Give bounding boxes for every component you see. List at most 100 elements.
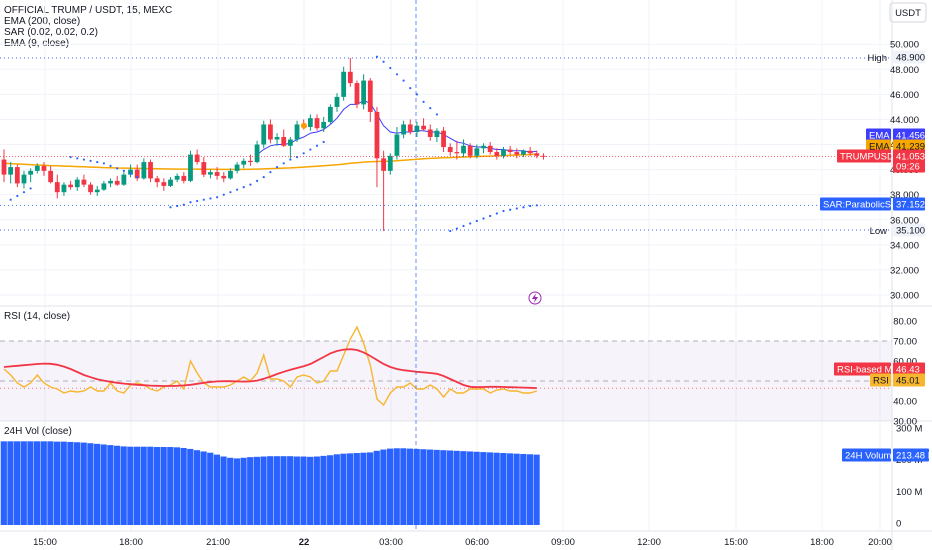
sar-dot[interactable]	[222, 193, 225, 196]
sar-dot[interactable]	[242, 186, 245, 189]
candle-body[interactable]	[501, 149, 506, 156]
volume-bar[interactable]	[493, 452, 500, 525]
sar-dot[interactable]	[469, 222, 472, 225]
sar-dot[interactable]	[69, 155, 72, 159]
candle-body[interactable]	[394, 134, 400, 156]
volume-bar[interactable]	[233, 458, 240, 525]
volume-bar[interactable]	[353, 453, 360, 525]
volume-bar[interactable]	[40, 441, 47, 525]
candle-body[interactable]	[461, 145, 466, 154]
candle-body[interactable]	[527, 150, 533, 154]
sar-dot[interactable]	[189, 201, 192, 204]
volume-bar[interactable]	[127, 446, 134, 525]
sar-dot[interactable]	[9, 198, 12, 201]
sar-dot[interactable]	[422, 100, 425, 103]
candle-body[interactable]	[494, 152, 500, 156]
volume-bar[interactable]	[133, 446, 141, 525]
volume-bar[interactable]	[140, 446, 147, 525]
candle-body[interactable]	[141, 162, 147, 179]
candle-body[interactable]	[254, 144, 260, 163]
candle-body[interactable]	[507, 149, 513, 153]
volume-bar[interactable]	[320, 455, 327, 525]
candle-body[interactable]	[221, 175, 227, 179]
volume-bar[interactable]	[60, 441, 67, 525]
chart-symbol-title[interactable]: OFFICIAL TRUMP / USDT, 15, MEXC	[4, 5, 172, 16]
sar-dot[interactable]	[89, 159, 92, 162]
volume-bar[interactable]	[307, 456, 314, 525]
candle-body[interactable]	[434, 130, 440, 138]
candle-body[interactable]	[268, 124, 273, 140]
sar-dot[interactable]	[449, 229, 452, 233]
alert-marker-icon[interactable]	[301, 122, 307, 129]
volume-bar[interactable]	[0, 441, 7, 525]
sar-dot[interactable]	[169, 206, 172, 209]
candle-body[interactable]	[1, 159, 7, 175]
volume-bar[interactable]	[80, 442, 87, 525]
volume-title[interactable]: 24H Vol (close)	[4, 426, 72, 437]
candle-body[interactable]	[34, 165, 40, 171]
volume-bar[interactable]	[406, 448, 414, 525]
price-panel[interactable]	[0, 55, 892, 233]
sar-dot[interactable]	[402, 79, 405, 82]
candle-body[interactable]	[381, 158, 387, 171]
volume-bar[interactable]	[400, 448, 407, 525]
volume-bar[interactable]	[273, 456, 280, 525]
candle-body[interactable]	[101, 183, 107, 190]
candle-body[interactable]	[414, 125, 420, 132]
volume-bar[interactable]	[147, 446, 154, 525]
candle-body[interactable]	[148, 162, 153, 179]
candle-body[interactable]	[41, 165, 47, 171]
sar-dot[interactable]	[522, 206, 525, 209]
volume-bar[interactable]	[187, 448, 194, 525]
sar-dot[interactable]	[495, 212, 498, 215]
candle-body[interactable]	[241, 160, 247, 165]
candle-body[interactable]	[201, 162, 207, 175]
candle-body[interactable]	[487, 145, 493, 153]
candle-body[interactable]	[134, 169, 140, 179]
sar-dot[interactable]	[515, 207, 518, 210]
volume-bar[interactable]	[513, 453, 520, 525]
candle-body[interactable]	[274, 137, 280, 140]
sar-dot[interactable]	[289, 158, 292, 161]
sar-dot[interactable]	[382, 60, 385, 63]
candle-body[interactable]	[441, 130, 446, 148]
candle-body[interactable]	[407, 124, 413, 132]
volume-bar[interactable]	[433, 449, 440, 525]
volume-bar[interactable]	[327, 455, 334, 525]
volume-bar[interactable]	[260, 456, 267, 525]
candle-body[interactable]	[287, 139, 293, 146]
sar-dot[interactable]	[202, 198, 205, 201]
volume-bar[interactable]	[7, 441, 14, 525]
sar-dot[interactable]	[216, 196, 219, 199]
sar-dot[interactable]	[22, 191, 26, 194]
volume-bar[interactable]	[287, 456, 294, 525]
candle-body[interactable]	[454, 152, 460, 154]
candle-body[interactable]	[281, 137, 287, 146]
volume-bar[interactable]	[333, 454, 340, 525]
candle-body[interactable]	[94, 189, 100, 193]
sar-dot[interactable]	[429, 107, 432, 110]
candle-body[interactable]	[61, 184, 67, 193]
sar-dot[interactable]	[82, 158, 86, 161]
candle-body[interactable]	[294, 124, 300, 140]
sar-dot[interactable]	[262, 176, 265, 179]
sar-dot[interactable]	[529, 204, 532, 208]
volume-bar[interactable]	[267, 456, 274, 525]
candle-body[interactable]	[168, 179, 173, 186]
sar-dot[interactable]	[196, 199, 199, 203]
volume-bar[interactable]	[360, 452, 367, 525]
candle-body[interactable]	[361, 80, 367, 105]
volume-bar[interactable]	[280, 456, 287, 525]
volume-bar[interactable]	[47, 441, 54, 525]
volume-bar[interactable]	[14, 441, 21, 525]
candle-body[interactable]	[481, 145, 486, 149]
sar-dot[interactable]	[409, 86, 412, 90]
sar-dot[interactable]	[462, 224, 465, 228]
candle-body[interactable]	[401, 124, 406, 135]
ema200-line[interactable]	[3, 153, 537, 171]
volume-bar[interactable]	[367, 452, 374, 525]
volume-bar[interactable]	[153, 447, 161, 525]
sar-dot[interactable]	[116, 167, 119, 170]
volume-bar[interactable]	[73, 442, 81, 525]
sar-dot[interactable]	[229, 191, 232, 194]
